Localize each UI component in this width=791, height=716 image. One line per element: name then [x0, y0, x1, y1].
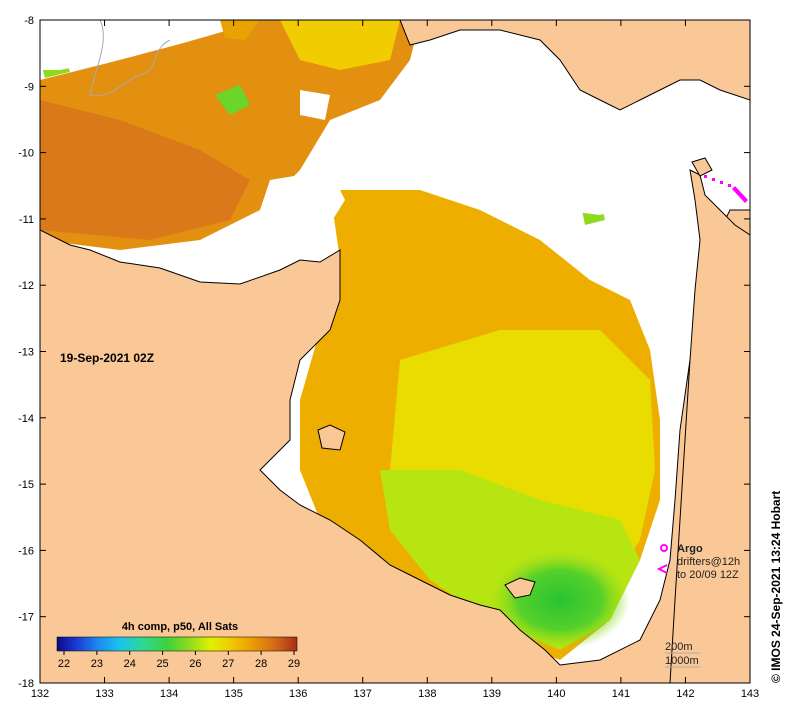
sst-green-core	[490, 550, 630, 650]
lon-tick-label: 141	[612, 688, 630, 700]
legend-tick-label: 27	[222, 658, 234, 670]
island-groote	[317, 424, 346, 451]
sst-north-patch	[280, 20, 400, 70]
legend-tick-label: 28	[255, 658, 267, 670]
legend-tick-label: 25	[156, 658, 168, 670]
sst-northwest-edge	[220, 20, 260, 40]
longitude-axis: 132 133 134 135 136 137 138 139 140 141 142 143	[31, 20, 759, 700]
cloud-gap-mid	[260, 170, 345, 240]
cloud-gap-east	[620, 200, 700, 330]
island-mornington	[504, 577, 536, 599]
lon-tick-label: 137	[354, 688, 372, 700]
lon-tick-label: 143	[741, 688, 759, 700]
sst-warm-region-2	[40, 100, 250, 240]
argo-legend: Argo drifters@12h to 20/09 12Z	[656, 543, 740, 581]
legend-ticks: 22 23 24 25 26 27 28 29	[58, 651, 300, 670]
imos-credit: © IMOS 24-Sep-2021 13:24 Hobart	[769, 491, 783, 683]
legend-title: 4h comp, p50, All Sats	[122, 621, 238, 633]
lon-tick-label: 138	[418, 688, 436, 700]
lat-tick-label: -14	[18, 413, 34, 425]
lat-tick-label: -9	[24, 81, 34, 93]
argo-drifters: drifters@12h	[677, 556, 740, 568]
date-label: 19-Sep-2021 02Z	[60, 351, 154, 365]
cloud-gap-northwest	[40, 20, 200, 70]
sst-north-green-2	[215, 85, 250, 115]
lat-tick-label: -12	[18, 280, 34, 292]
lon-tick-label: 140	[547, 688, 565, 700]
legend-tick-label: 22	[58, 658, 70, 670]
lat-tick-label: -16	[18, 545, 34, 557]
island-torres	[691, 157, 713, 177]
lat-tick-label: -13	[18, 347, 34, 359]
bathy-contour	[89, 20, 171, 97]
land-papua	[399, 20, 750, 111]
lat-tick-label: -8	[24, 15, 34, 27]
lon-tick-label: 134	[160, 688, 178, 700]
legend-tick-label: 26	[189, 658, 201, 670]
drifter-tracks	[704, 175, 748, 203]
lon-tick-label: 136	[289, 688, 307, 700]
lon-tick-label: 133	[95, 688, 113, 700]
argo-until: to 20/09 12Z	[677, 569, 739, 581]
lat-tick-label: -15	[18, 479, 34, 491]
land-cape-york	[669, 169, 750, 683]
bathy-legend: 200m 1000m	[665, 641, 700, 668]
map-plot-area	[40, 20, 750, 683]
lon-tick-label: 142	[676, 688, 694, 700]
lon-tick-label: 135	[224, 688, 242, 700]
bathy-1000m: 1000m	[665, 655, 699, 667]
legend-colorbar	[56, 636, 298, 652]
bathy-200m: 200m	[665, 641, 693, 653]
lon-tick-label: 132	[31, 688, 49, 700]
legend-tick-label: 24	[124, 658, 136, 670]
argo-symbol-icon	[660, 544, 668, 552]
drifter-arrow-icon	[656, 564, 668, 574]
lat-tick-label: -10	[18, 148, 34, 160]
cloud-gap-small	[300, 90, 330, 120]
argo-title: Argo	[677, 543, 703, 555]
sst-legend: 4h comp, p50, All Sats 22 23 24 25 26 27 28 29	[56, 621, 300, 670]
lat-tick-label: -11	[19, 214, 34, 226]
lat-tick-label: -18	[18, 678, 34, 690]
legend-tick-label: 23	[91, 658, 103, 670]
legend-tick-label: 29	[288, 658, 300, 670]
latitude-axis: -8 -9 -10 -11 -12 -13 -14 -15 -16 -17 -18	[18, 15, 750, 690]
lat-tick-label: -17	[18, 612, 34, 624]
lon-tick-label: 139	[483, 688, 501, 700]
